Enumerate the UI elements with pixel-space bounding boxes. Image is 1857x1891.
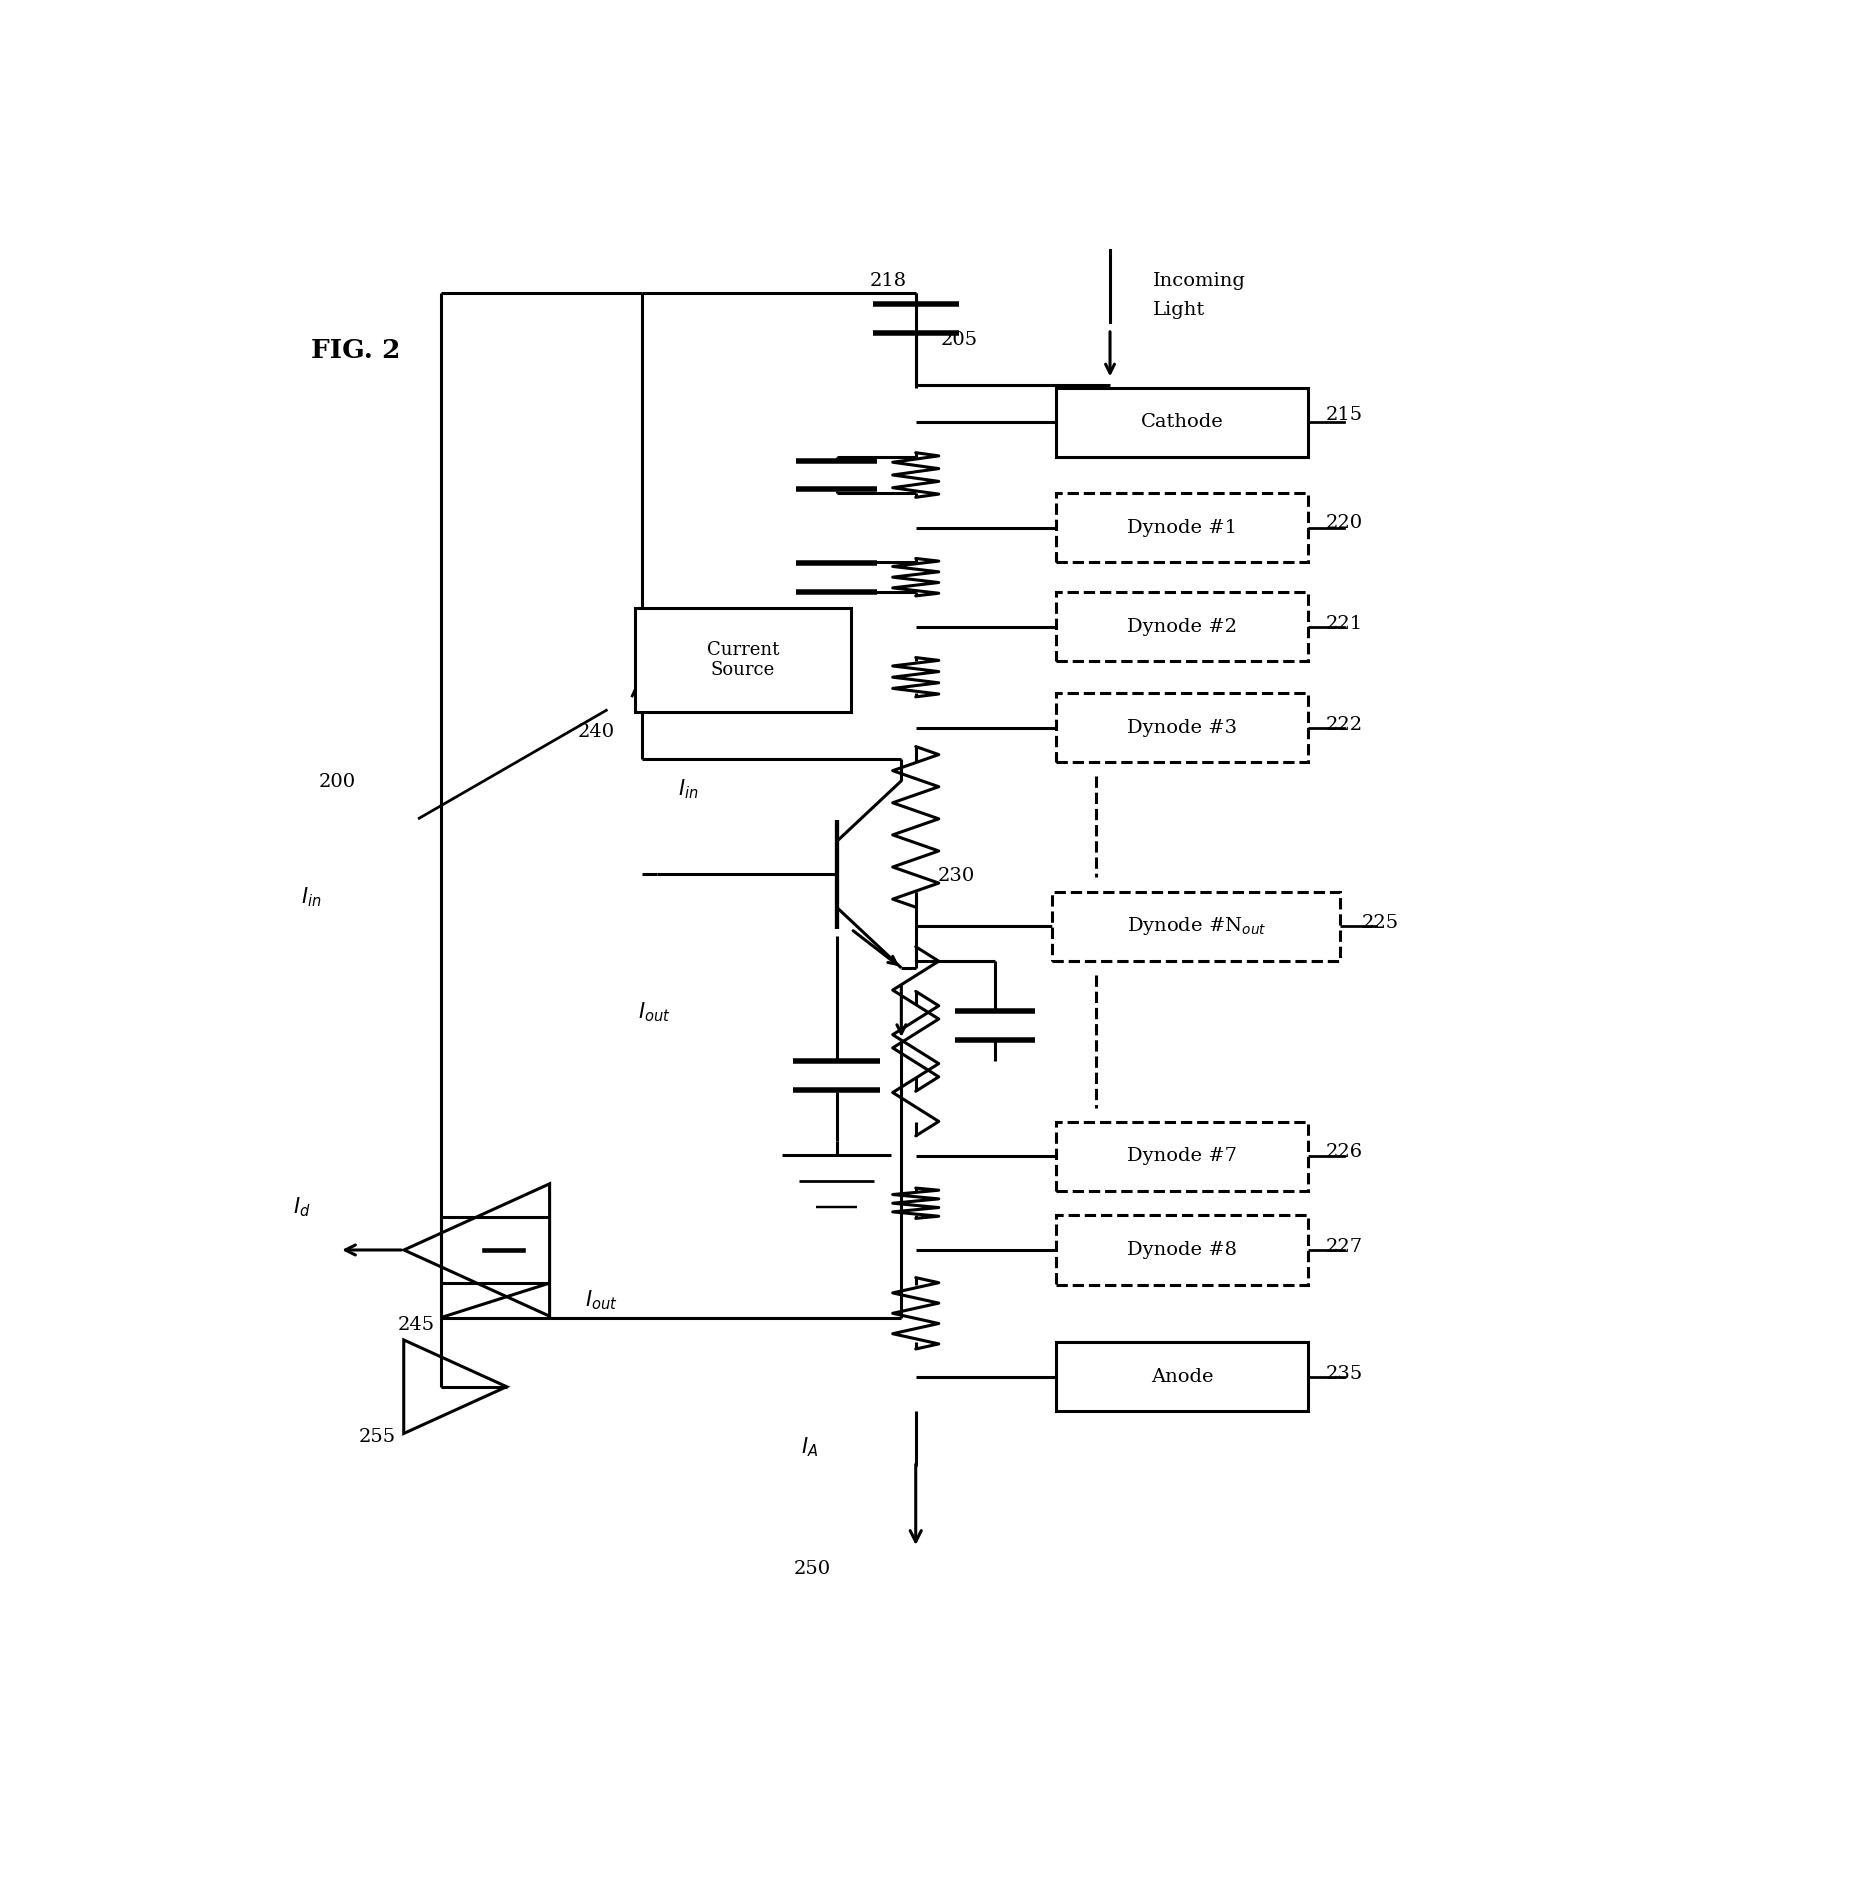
Text: Dynode #7: Dynode #7 bbox=[1127, 1148, 1237, 1165]
Text: $I_{in}$: $I_{in}$ bbox=[301, 885, 321, 910]
Text: FIG. 2: FIG. 2 bbox=[312, 338, 401, 363]
Text: 218: 218 bbox=[869, 272, 906, 291]
Text: Current
Source: Current Source bbox=[708, 641, 780, 679]
Bar bbox=[1057, 692, 1307, 762]
Bar bbox=[1057, 494, 1307, 562]
Text: Light: Light bbox=[1153, 301, 1205, 320]
Text: 226: 226 bbox=[1326, 1144, 1363, 1161]
Text: 222: 222 bbox=[1326, 715, 1363, 734]
Text: 235: 235 bbox=[1326, 1365, 1363, 1382]
Bar bbox=[1053, 893, 1341, 961]
Text: 250: 250 bbox=[793, 1560, 830, 1579]
Text: 227: 227 bbox=[1326, 1239, 1363, 1256]
Text: $I_d$: $I_d$ bbox=[293, 1195, 310, 1218]
Text: 240: 240 bbox=[578, 722, 615, 741]
Text: 225: 225 bbox=[1361, 913, 1398, 932]
Text: 200: 200 bbox=[319, 773, 355, 790]
Text: Dynode #N$_{out}$: Dynode #N$_{out}$ bbox=[1127, 915, 1266, 938]
Bar bbox=[1057, 1216, 1307, 1284]
Text: 230: 230 bbox=[938, 866, 975, 885]
Text: 215: 215 bbox=[1326, 407, 1363, 424]
Text: Dynode #2: Dynode #2 bbox=[1127, 618, 1237, 635]
Text: Anode: Anode bbox=[1151, 1367, 1213, 1386]
Bar bbox=[1057, 1343, 1307, 1411]
Text: $I_{in}$: $I_{in}$ bbox=[678, 777, 698, 802]
Text: Dynode #1: Dynode #1 bbox=[1127, 518, 1237, 537]
Text: Cathode: Cathode bbox=[1140, 414, 1224, 431]
Text: 221: 221 bbox=[1326, 615, 1363, 633]
Text: Dynode #8: Dynode #8 bbox=[1127, 1240, 1237, 1259]
Bar bbox=[1057, 1121, 1307, 1191]
Text: $I_A$: $I_A$ bbox=[800, 1435, 817, 1460]
Text: 205: 205 bbox=[940, 331, 977, 350]
Text: 255: 255 bbox=[358, 1428, 396, 1447]
Bar bbox=[1057, 388, 1307, 458]
Bar bbox=[1057, 592, 1307, 662]
Text: $I_{out}$: $I_{out}$ bbox=[585, 1288, 617, 1312]
Text: Dynode #3: Dynode #3 bbox=[1127, 719, 1237, 737]
Text: 245: 245 bbox=[397, 1316, 435, 1333]
Bar bbox=[635, 609, 851, 711]
Text: 220: 220 bbox=[1326, 514, 1363, 531]
Text: Incoming: Incoming bbox=[1153, 272, 1246, 291]
Text: $I_{out}$: $I_{out}$ bbox=[639, 1000, 670, 1025]
